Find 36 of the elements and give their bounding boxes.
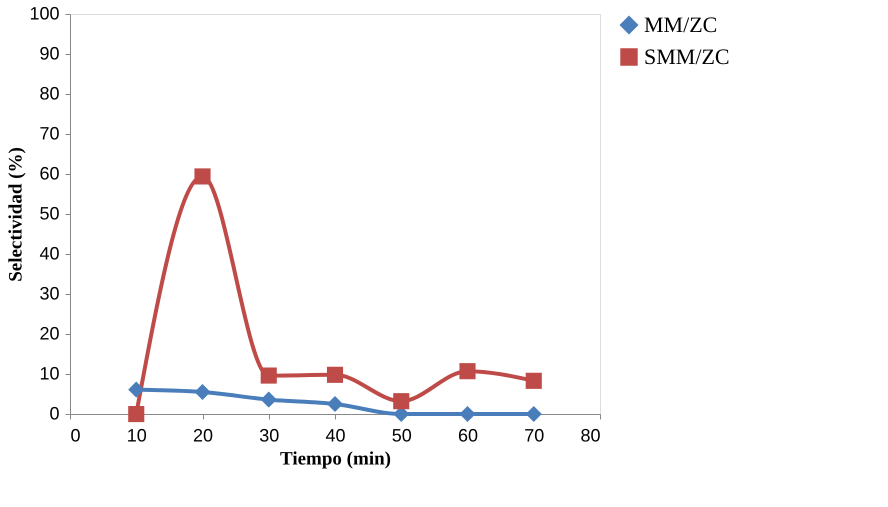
x-tick-label: 30 <box>259 426 280 446</box>
x-axis-title: Tiempo (min) <box>280 448 392 470</box>
x-tick-label: 60 <box>458 426 478 446</box>
legend-label: MM/ZC <box>644 12 718 37</box>
y-tick-label: 10 <box>39 364 60 384</box>
y-tick-label: 0 <box>49 404 60 424</box>
y-tick-label: 40 <box>39 244 60 264</box>
point <box>526 406 542 422</box>
y-tick-label: 70 <box>39 124 60 144</box>
point <box>393 393 410 410</box>
y-tick-label: 80 <box>39 84 60 104</box>
x-tick-label: 10 <box>126 426 147 446</box>
x-tick-label: 40 <box>325 426 346 446</box>
point <box>260 392 277 408</box>
point <box>194 384 211 400</box>
legend-label: SMM/ZC <box>644 44 730 69</box>
x-tick-label: 0 <box>70 426 81 446</box>
x-tick-label: 20 <box>192 426 214 446</box>
x-tick-label: 70 <box>524 426 544 446</box>
y-tick-label: 50 <box>39 204 60 224</box>
x-tick-label: 80 <box>580 426 600 446</box>
y-tick-label: 30 <box>39 284 60 304</box>
point <box>326 366 344 383</box>
point <box>128 406 144 422</box>
y-tick-label: 60 <box>39 164 60 184</box>
y-tick-label: 100 <box>29 4 60 24</box>
y-tick-label: 20 <box>39 324 60 344</box>
x-tick-label: 50 <box>392 426 412 446</box>
y-tick-label: 90 <box>39 44 60 64</box>
point <box>326 396 344 412</box>
y-axis-title: Selectividad (%) <box>5 147 26 282</box>
point <box>526 372 542 389</box>
point <box>194 168 211 184</box>
point <box>260 368 277 384</box>
point <box>128 382 144 398</box>
point <box>459 363 476 380</box>
